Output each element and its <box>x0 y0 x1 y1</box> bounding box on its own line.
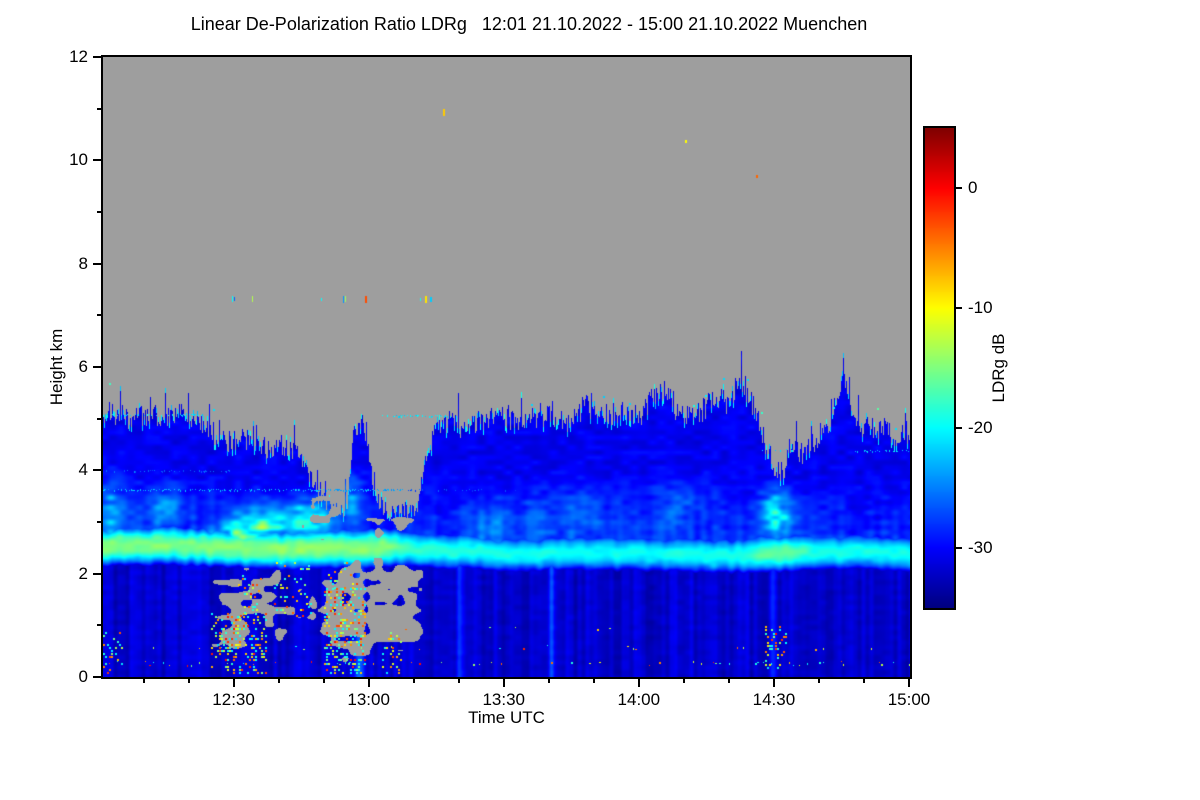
y-axis-minor-tick <box>97 624 101 627</box>
y-axis-tick-label: 10 <box>69 150 88 170</box>
y-axis-tick-label: 12 <box>69 47 88 66</box>
y-axis-tick <box>93 262 101 265</box>
y-axis-tick <box>93 572 101 575</box>
x-axis-minor-tick <box>682 679 685 683</box>
colorbar-tick-label: -10 <box>968 298 993 317</box>
y-axis-tick <box>93 469 101 472</box>
x-axis-minor-tick <box>862 679 865 683</box>
x-axis-tick <box>367 679 370 687</box>
chart-title: Linear De-Polarization Ratio LDRg 12:01 … <box>190 14 868 34</box>
y-axis-tick <box>93 159 101 162</box>
x-axis-minor-tick <box>412 679 415 683</box>
x-axis-tick <box>232 679 235 687</box>
x-axis-tick-label: 14:00 <box>617 690 661 709</box>
y-axis-minor-tick <box>97 211 101 213</box>
colorbar-tick-label: -20 <box>968 418 993 437</box>
colorbar-gradient <box>925 128 954 608</box>
x-axis-tick-label: 13:00 <box>347 690 390 709</box>
colorbar-tick-label: -30 <box>968 538 993 557</box>
y-axis-tick <box>93 56 101 58</box>
x-axis-tick <box>502 679 505 687</box>
y-axis-tick <box>93 366 101 368</box>
heatmap-canvas <box>103 57 910 677</box>
x-axis-minor-tick <box>592 679 595 683</box>
y-axis-tick-label: 2 <box>78 563 88 583</box>
x-axis-minor-tick <box>817 679 820 683</box>
x-axis-tick-label: 13:30 <box>482 690 525 709</box>
x-axis-minor-tick <box>187 679 190 683</box>
x-axis-tick <box>908 679 910 687</box>
colorbar-tick <box>956 427 962 429</box>
x-axis-tick-label: 12:30 <box>212 690 255 709</box>
x-axis-tick-label: 15:00 <box>887 690 931 709</box>
y-axis-tick <box>93 676 101 678</box>
x-axis-label: Time UTC <box>468 708 545 727</box>
x-axis-minor-tick <box>457 679 460 683</box>
y-axis-tick-label: 6 <box>78 357 88 376</box>
x-axis-tick <box>637 679 640 687</box>
x-axis-minor-tick <box>727 679 730 683</box>
x-axis-minor-tick <box>322 679 325 683</box>
y-axis-minor-tick <box>97 107 101 110</box>
y-axis-minor-tick <box>97 314 101 317</box>
x-axis-tick <box>772 679 775 687</box>
y-axis-tick-label: 4 <box>78 460 88 480</box>
colorbar-label: LDRg dB <box>989 333 1008 403</box>
y-axis-minor-tick <box>97 417 101 420</box>
x-axis-minor-tick <box>547 679 550 683</box>
y-axis-minor-tick <box>97 521 101 523</box>
colorbar-tick-label: 0 <box>968 178 978 197</box>
plot-area <box>101 55 912 679</box>
x-axis-tick-label: 14:30 <box>752 690 796 709</box>
colorbar <box>923 126 956 610</box>
x-axis-minor-tick <box>142 679 145 683</box>
colorbar-tick <box>956 307 962 309</box>
y-axis-tick-label: 0 <box>78 667 88 686</box>
colorbar-tick <box>956 547 962 549</box>
x-axis-minor-tick <box>277 679 280 683</box>
colorbar-tick <box>956 187 962 189</box>
y-axis-tick-label: 8 <box>78 253 88 273</box>
